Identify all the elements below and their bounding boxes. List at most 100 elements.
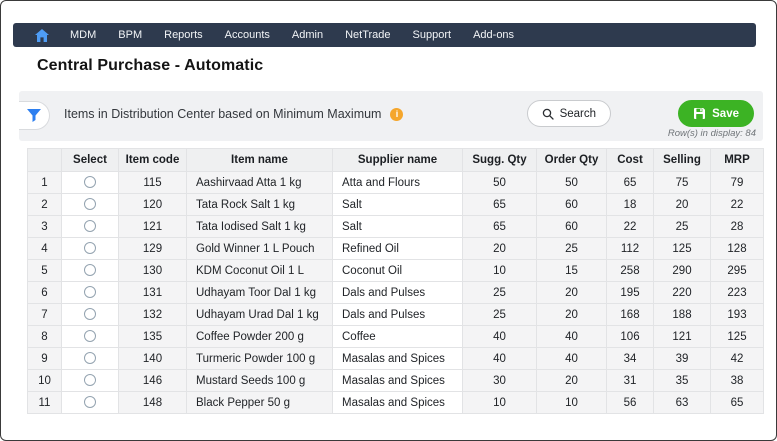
cost-cell: 18 <box>606 193 654 216</box>
supplier-name-cell: Masalas and Spices <box>332 347 463 370</box>
cost-cell: 106 <box>606 325 654 348</box>
item-name-cell: Udhayam Urad Dal 1 kg <box>186 303 333 326</box>
save-button[interactable]: Save <box>678 100 754 127</box>
order-qty-cell: 40 <box>536 347 607 370</box>
selling-cell: 121 <box>653 325 711 348</box>
sugg-qty-cell: 10 <box>462 391 537 414</box>
table-row: 3 121 Tata Iodised Salt 1 kg Salt 65 60 22 25 28 <box>27 215 764 238</box>
mrp-cell: 193 <box>710 303 764 326</box>
item-name-cell: Tata Rock Salt 1 kg <box>186 193 333 216</box>
item-code-cell: 140 <box>118 347 187 370</box>
row-number-cell: 5 <box>27 259 62 282</box>
select-cell <box>61 325 119 348</box>
select-radio[interactable] <box>84 374 96 387</box>
items-table: Select Item code Item name Supplier name Sug… <box>27 148 764 414</box>
nav-item-addons[interactable]: Add-ons <box>473 29 515 41</box>
sugg-qty-cell: 65 <box>462 215 537 238</box>
rows-in-display: Row(s) in display: 84 <box>667 128 756 139</box>
select-radio[interactable] <box>84 198 96 211</box>
mrp-cell: 38 <box>710 369 764 392</box>
info-icon[interactable]: i <box>390 107 404 121</box>
sugg-qty-cell: 20 <box>462 237 537 260</box>
item-code-cell: 129 <box>118 237 187 260</box>
item-name-cell: Coffee Powder 200 g <box>186 325 333 348</box>
order-qty-cell: 25 <box>536 237 607 260</box>
column-header-sugg-qty: Sugg. Qty <box>462 148 537 172</box>
column-header-supplier-name: Supplier name <box>332 148 463 172</box>
nav-item-nettrade[interactable]: NetTrade <box>345 29 391 41</box>
sugg-qty-cell: 30 <box>462 369 537 392</box>
select-radio[interactable] <box>84 220 96 233</box>
select-cell <box>61 237 119 260</box>
select-radio[interactable] <box>84 330 96 343</box>
panel-heading-text: Items in Distribution Center based on Mi… <box>64 107 382 121</box>
nav-item-admin[interactable]: Admin <box>291 29 324 41</box>
filter-icon <box>27 109 41 122</box>
item-name-cell: Mustard Seeds 100 g <box>186 369 333 392</box>
table-row: 5 130 KDM Coconut Oil 1 L Coconut Oil 10 15 25… <box>27 259 764 282</box>
search-button-label: Search <box>559 107 596 120</box>
nav-item-support[interactable]: Support <box>412 29 452 41</box>
supplier-name-cell: Masalas and Spices <box>332 369 463 392</box>
table-row: 7 132 Udhayam Urad Dal 1 kg Dals and Pulses… <box>27 303 764 326</box>
select-cell <box>61 369 119 392</box>
selling-cell: 290 <box>653 259 711 282</box>
select-radio[interactable] <box>84 396 96 409</box>
select-cell <box>61 303 119 326</box>
mrp-cell: 22 <box>710 193 764 216</box>
table-body: 1 115 Aashirvaad Atta 1 kg Atta and Flours 5… <box>27 171 764 414</box>
nav-item-accounts[interactable]: Accounts <box>224 29 270 41</box>
mrp-cell: 42 <box>710 347 764 370</box>
table-row: 9 140 Turmeric Powder 100 g Masalas and Spi… <box>27 347 764 370</box>
select-radio[interactable] <box>84 286 96 299</box>
top-navbar: MDM BPM Reports Accounts Admin NetTrade Suppor… <box>13 23 756 47</box>
select-radio[interactable] <box>84 242 96 255</box>
supplier-name-cell: Refined Oil <box>332 237 463 260</box>
table-row: 6 131 Udhayam Toor Dal 1 kg Dals and Pulses… <box>27 281 764 304</box>
column-header-order-qty: Order Qty <box>536 148 607 172</box>
item-name-cell: Black Pepper 50 g <box>186 391 333 414</box>
row-number-cell: 1 <box>27 171 62 194</box>
select-radio[interactable] <box>84 176 96 189</box>
item-code-cell: 120 <box>118 193 187 216</box>
row-number-cell: 9 <box>27 347 62 370</box>
select-radio[interactable] <box>84 308 96 321</box>
item-code-cell: 115 <box>118 171 187 194</box>
select-cell <box>61 215 119 238</box>
mrp-cell: 79 <box>710 171 764 194</box>
nav-item-reports[interactable]: Reports <box>164 29 203 41</box>
supplier-name-cell: Coconut Oil <box>332 259 463 282</box>
select-radio[interactable] <box>84 352 96 365</box>
home-icon[interactable] <box>13 28 59 42</box>
order-qty-cell: 10 <box>536 391 607 414</box>
selling-cell: 20 <box>653 193 711 216</box>
nav-item-bpm[interactable]: BPM <box>118 29 143 41</box>
selling-cell: 125 <box>653 237 711 260</box>
filter-panel: Items in Distribution Center based on Mi… <box>19 91 763 141</box>
sugg-qty-cell: 65 <box>462 193 537 216</box>
order-qty-cell: 60 <box>536 215 607 238</box>
row-number-cell: 3 <box>27 215 62 238</box>
search-button[interactable]: Search <box>526 100 611 127</box>
order-qty-cell: 20 <box>536 369 607 392</box>
table-row: 8 135 Coffee Powder 200 g Coffee 40 40 106 121 1… <box>27 325 764 348</box>
column-header-blank <box>27 148 62 172</box>
selling-cell: 25 <box>653 215 711 238</box>
cost-cell: 56 <box>606 391 654 414</box>
table-row: 1 115 Aashirvaad Atta 1 kg Atta and Flours 5… <box>27 171 764 194</box>
panel-heading: Items in Distribution Center based on Mi… <box>64 107 404 121</box>
item-code-cell: 148 <box>118 391 187 414</box>
selling-cell: 75 <box>653 171 711 194</box>
filter-button[interactable] <box>19 101 50 130</box>
save-icon <box>693 107 706 120</box>
order-qty-cell: 15 <box>536 259 607 282</box>
page-title: Central Purchase - Automatic <box>37 57 264 74</box>
nav-item-mdm[interactable]: MDM <box>70 29 97 41</box>
select-cell <box>61 259 119 282</box>
item-name-cell: Udhayam Toor Dal 1 kg <box>186 281 333 304</box>
mrp-cell: 128 <box>710 237 764 260</box>
cost-cell: 34 <box>606 347 654 370</box>
supplier-name-cell: Atta and Flours <box>332 171 463 194</box>
select-radio[interactable] <box>84 264 96 277</box>
sugg-qty-cell: 40 <box>462 325 537 348</box>
